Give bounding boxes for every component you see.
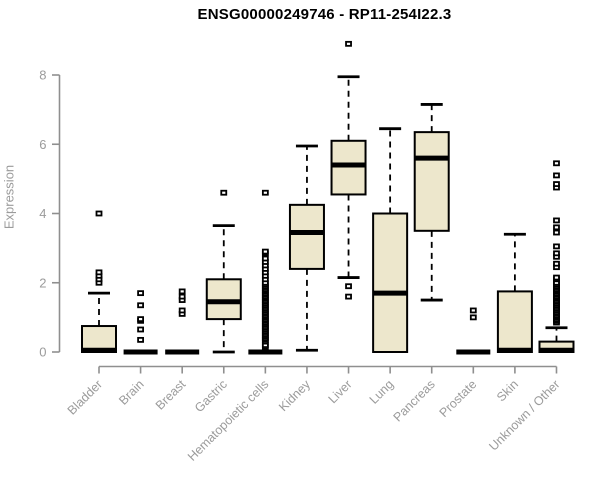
outlier-point <box>553 250 560 257</box>
outlier-point <box>178 288 186 295</box>
outlier-point <box>137 326 144 333</box>
iqr-box <box>413 131 450 232</box>
box-breast <box>165 288 200 355</box>
y-tick-label-2: 2 <box>39 275 46 290</box>
x-tick-label-gastric: Gastric <box>192 377 230 415</box>
iqr-box <box>496 290 533 353</box>
outlier-point <box>95 210 103 217</box>
outlier-point <box>345 283 352 290</box>
y-tick-label-8: 8 <box>39 68 46 83</box>
y-axis: 0 2 4 6 8 <box>39 68 61 360</box>
outlier-point <box>469 307 477 314</box>
outlier-point <box>137 290 144 297</box>
box-hematopoietic-cells <box>248 189 283 355</box>
box-liver <box>330 40 367 300</box>
outlier-point <box>178 293 186 300</box>
x-tick-label-brain: Brain <box>116 377 147 408</box>
outlier-point <box>553 229 560 236</box>
x-tick-label-lung: Lung <box>367 377 397 407</box>
outlier-point <box>261 255 269 262</box>
iqr-box <box>288 203 325 270</box>
iqr-box <box>81 325 117 353</box>
box-prostate <box>456 307 491 355</box>
outlier-point <box>553 260 560 267</box>
outlier-point <box>137 336 144 343</box>
box-pancreas <box>413 103 450 302</box>
box-skin <box>496 232 533 353</box>
box-kidney <box>288 144 325 352</box>
x-tick-label-unknown-other: Unknown / Other <box>486 377 562 453</box>
y-tick-label-4: 4 <box>39 206 46 221</box>
x-tick-label-liver: Liver <box>326 377 355 406</box>
outlier-point <box>220 189 228 196</box>
outlier-point <box>95 269 103 276</box>
y-tick-label-0: 0 <box>39 345 46 360</box>
outlier-point <box>469 314 477 321</box>
outlier-point <box>553 274 560 281</box>
box-lung <box>372 127 409 353</box>
outlier-point <box>553 243 560 250</box>
x-tick-label-pancreas: Pancreas <box>391 377 438 424</box>
x-tick-label-hematopoietic-cells: Hematopoietic cells <box>185 377 272 464</box>
outlier-point <box>178 307 186 314</box>
outlier-point <box>553 172 560 179</box>
outlier-point <box>553 217 560 224</box>
outlier-point <box>553 224 560 231</box>
outlier-point <box>261 248 269 255</box>
y-tick-label-6: 6 <box>39 137 46 152</box>
x-tick-label-bladder: Bladder <box>65 377 105 417</box>
x-tick-label-breast: Breast <box>153 377 189 413</box>
x-tick-label-skin: Skin <box>494 377 521 404</box>
iqr-box <box>372 212 409 353</box>
outlier-point <box>553 160 560 167</box>
outlier-point <box>345 293 352 300</box>
box-gastric <box>205 189 242 354</box>
box-bladder <box>81 210 117 353</box>
outlier-point <box>553 181 560 187</box>
outlier-point <box>261 189 269 196</box>
box-brain <box>123 290 158 355</box>
box-unknown-other <box>538 160 575 353</box>
outlier-point <box>137 316 144 323</box>
outlier-point <box>137 302 144 309</box>
outlier-point <box>345 40 352 47</box>
iqr-box <box>330 139 367 196</box>
iqr-box <box>205 278 242 321</box>
x-tick-label-kidney: Kidney <box>276 377 313 414</box>
chart-title: ENSG00000249746 - RP11-254I22.3 <box>197 6 452 23</box>
x-tick-label-prostate: Prostate <box>437 377 480 420</box>
